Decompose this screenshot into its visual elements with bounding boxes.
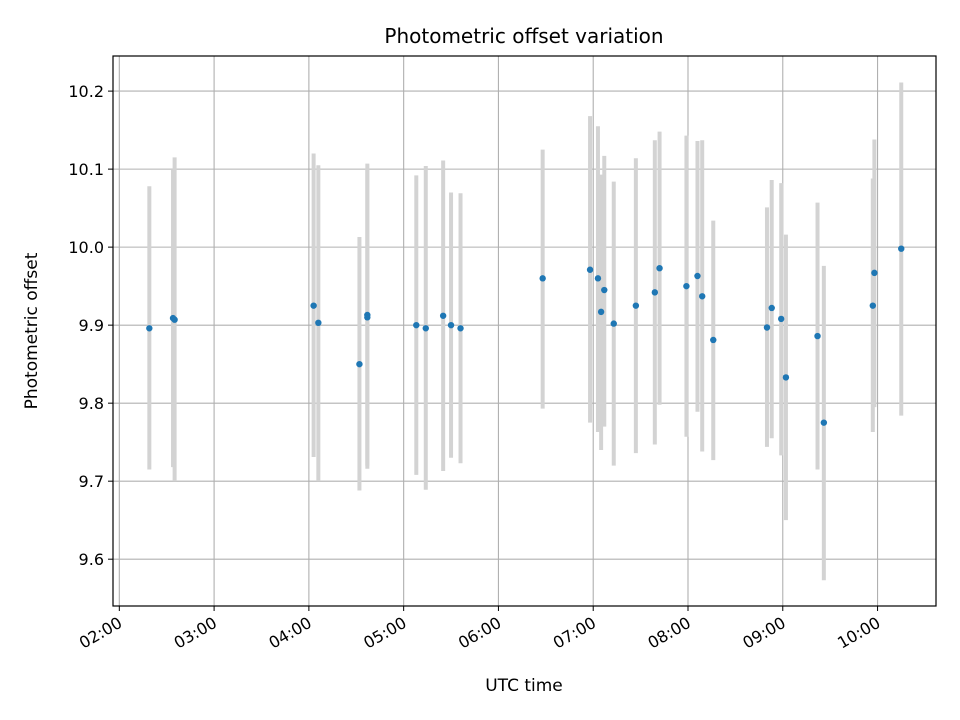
point-layer bbox=[146, 245, 905, 426]
data-point bbox=[601, 286, 608, 294]
y-axis-title: Photometric offset bbox=[22, 252, 42, 409]
y-tick-label: 9.6 bbox=[79, 550, 104, 569]
data-point bbox=[683, 282, 690, 290]
x-axis-title: UTC time bbox=[485, 676, 563, 696]
plot-frame bbox=[112, 55, 937, 607]
data-point bbox=[364, 314, 371, 321]
data-point bbox=[315, 319, 322, 327]
data-point bbox=[597, 308, 605, 316]
data-point bbox=[763, 324, 771, 331]
y-tick-label: 10.1 bbox=[68, 160, 104, 179]
data-point bbox=[310, 302, 317, 309]
data-point bbox=[869, 302, 877, 309]
y-axis: 9.6 9.7 9.8 9.9 10.0 10.1 10.2 bbox=[68, 82, 113, 569]
data-point bbox=[777, 315, 785, 323]
grid-layer bbox=[113, 56, 936, 606]
data-point bbox=[656, 264, 663, 272]
data-point bbox=[356, 360, 363, 368]
data-point bbox=[146, 325, 153, 332]
data-point bbox=[814, 332, 821, 340]
data-point bbox=[422, 325, 429, 332]
data-point bbox=[699, 293, 706, 300]
chart-title: Photometric offset variation bbox=[384, 24, 663, 48]
data-point bbox=[710, 336, 717, 344]
y-tick-label: 10.2 bbox=[68, 82, 104, 101]
y-tick-label: 9.7 bbox=[79, 472, 104, 491]
data-point bbox=[594, 275, 602, 282]
data-point bbox=[413, 321, 420, 329]
y-tick-label: 9.9 bbox=[79, 316, 104, 335]
data-point bbox=[586, 266, 594, 273]
y-tick-label: 10.0 bbox=[68, 238, 104, 257]
data-point bbox=[768, 304, 775, 312]
data-point bbox=[457, 325, 464, 332]
data-point bbox=[171, 316, 178, 323]
data-point bbox=[447, 321, 455, 329]
data-point bbox=[610, 320, 617, 327]
y-tick-label: 9.8 bbox=[79, 394, 104, 413]
data-point bbox=[782, 374, 790, 381]
data-point bbox=[632, 302, 640, 309]
data-point bbox=[539, 275, 546, 282]
data-point bbox=[694, 272, 701, 280]
data-point bbox=[439, 312, 447, 319]
data-point bbox=[820, 419, 828, 426]
data-point bbox=[651, 289, 659, 296]
data-point bbox=[871, 269, 878, 277]
data-point bbox=[898, 245, 905, 252]
